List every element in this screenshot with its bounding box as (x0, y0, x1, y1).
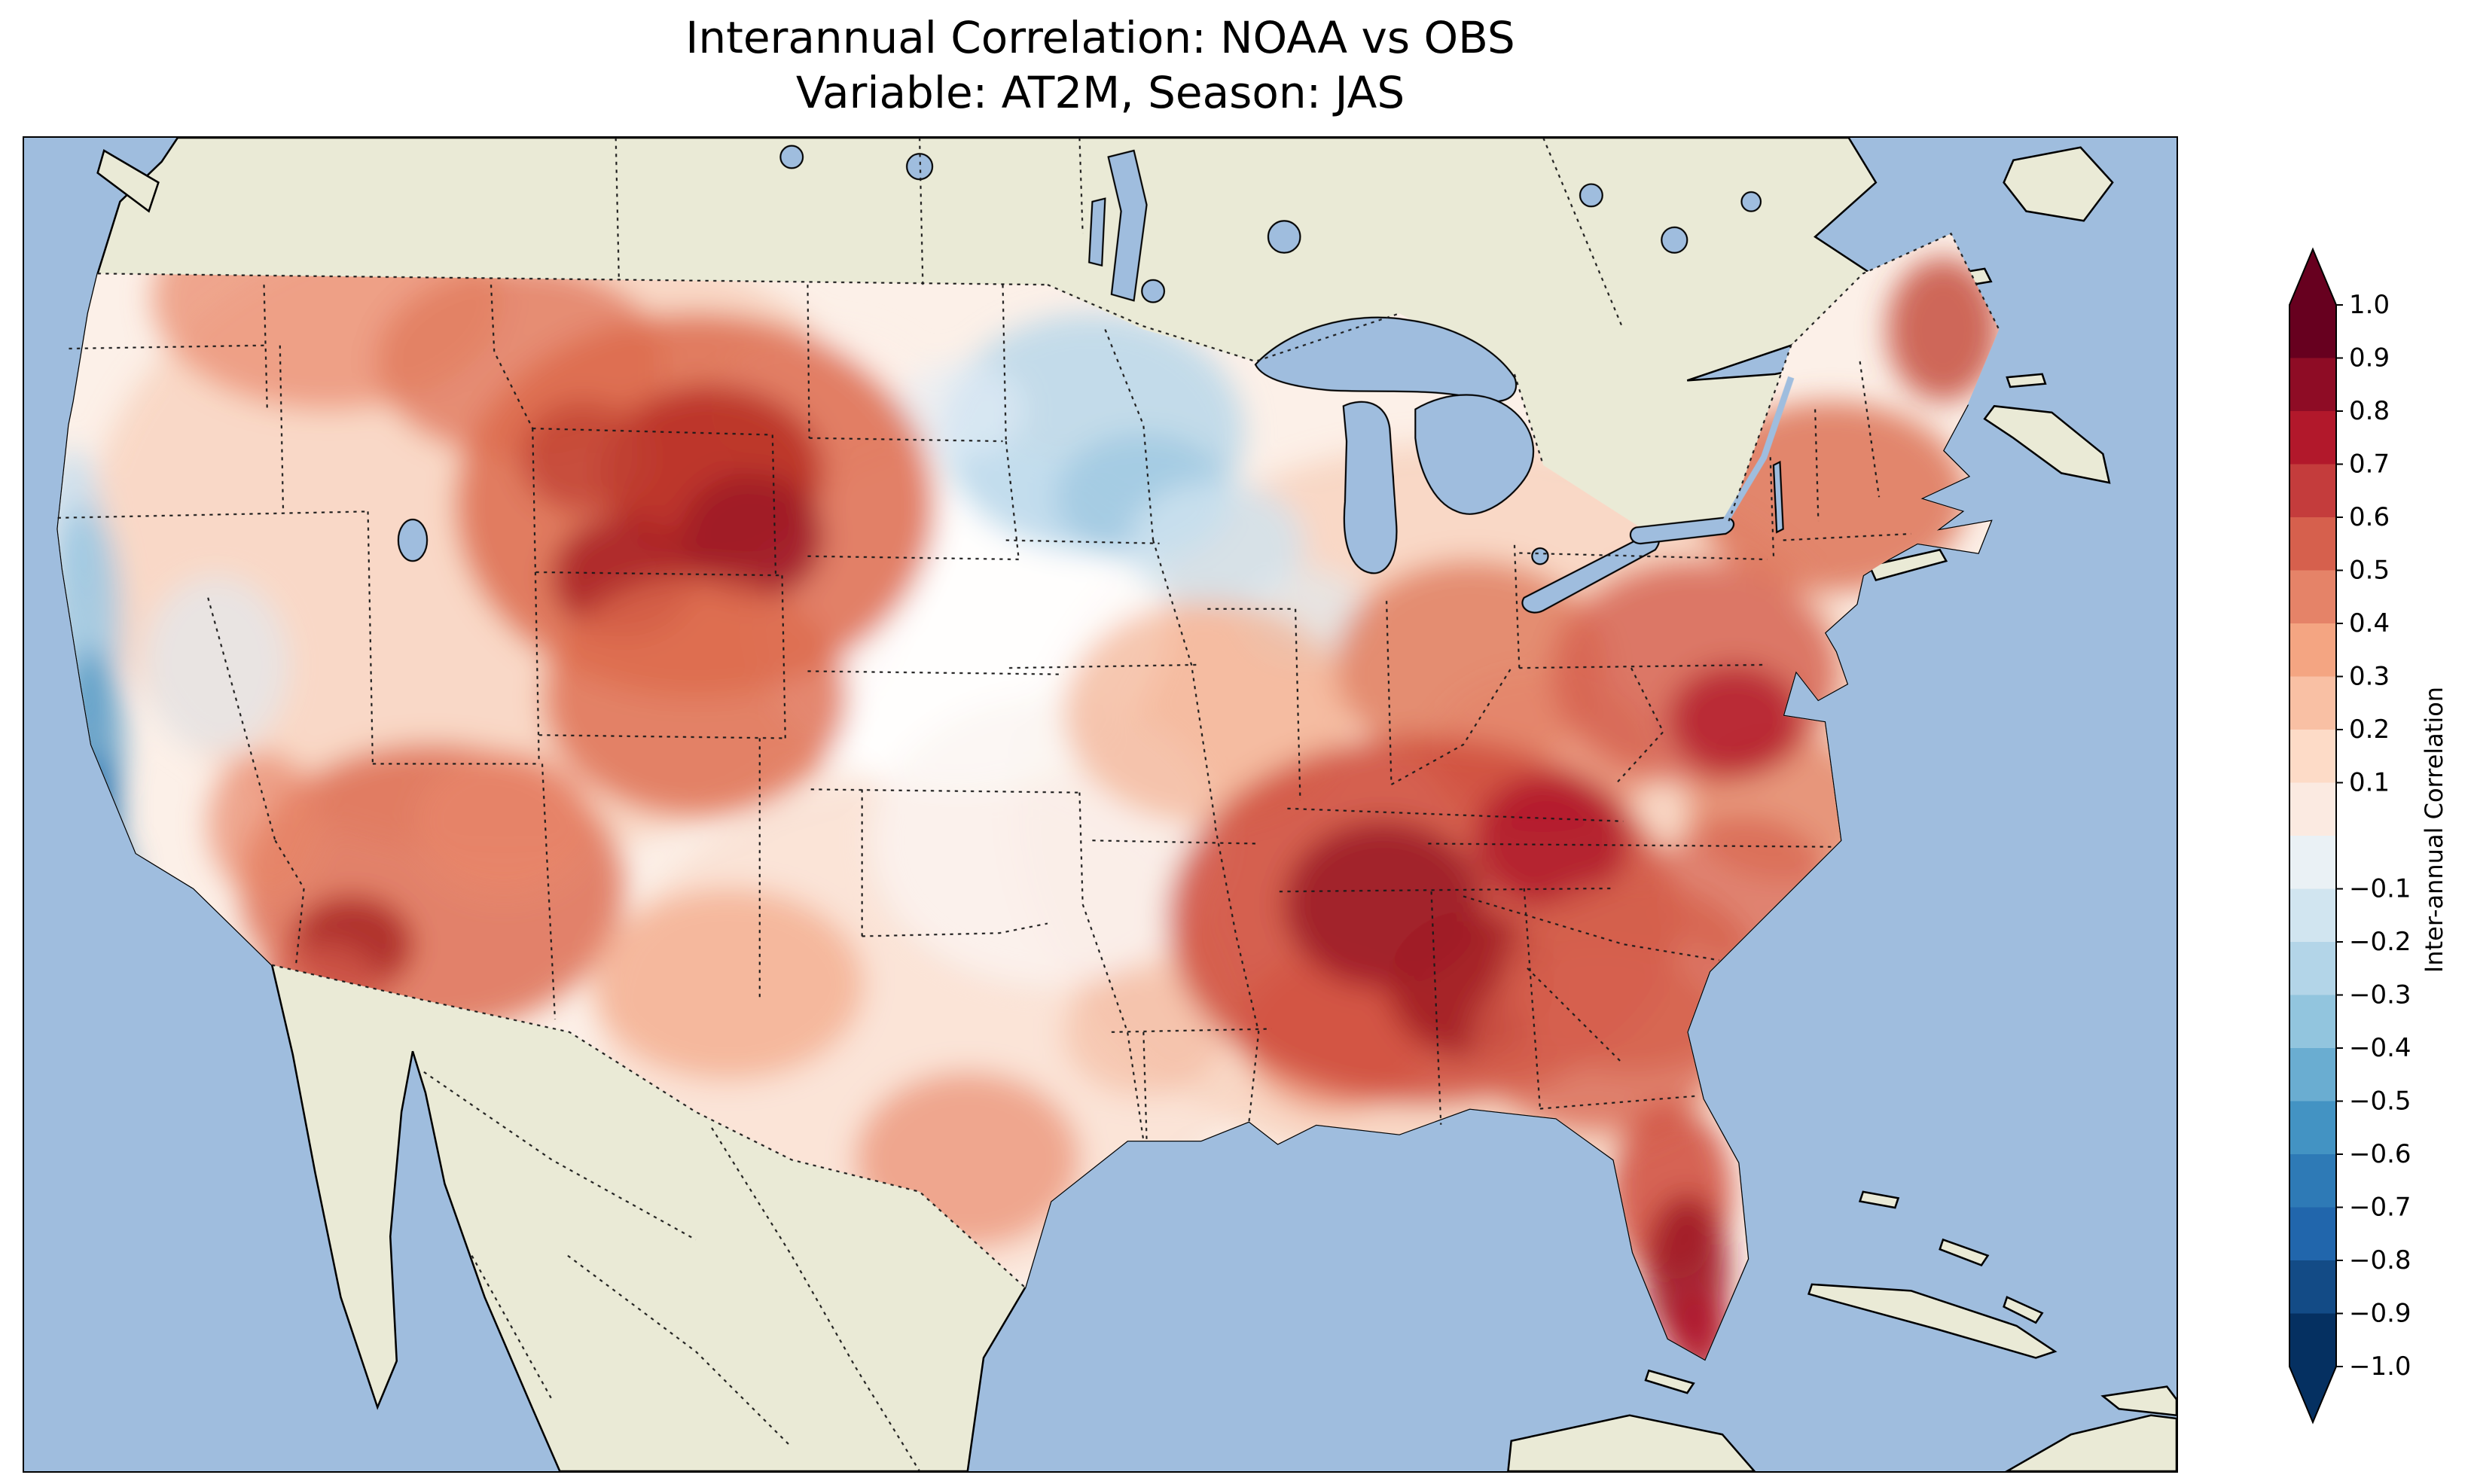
colorbar-segment (2289, 782, 2336, 836)
quebec-lake (1661, 226, 1688, 254)
lake-huron (1414, 394, 1535, 515)
colorbar-tick-label: −0.2 (2349, 927, 2411, 957)
colorbar-tick-label: 0.3 (2349, 662, 2390, 692)
florida-keys (1644, 1369, 1695, 1394)
colorbar-segment (2289, 411, 2336, 465)
yucatan (1507, 1414, 1756, 1471)
colorbar-tick-label: −0.4 (2349, 1033, 2411, 1063)
colorbar-tick-label: 0.4 (2349, 608, 2390, 638)
colorbar-extend-over (2289, 249, 2336, 305)
colorbar-tick-label: 0.6 (2349, 502, 2390, 532)
bahamas-island (1939, 1238, 1990, 1266)
lake-superior (1254, 316, 1518, 403)
nova-scotia (1983, 404, 2111, 484)
canadian-lake (779, 145, 804, 169)
state-borders-midwest (1005, 329, 1393, 1122)
colorbar-tick-label: −1.0 (2349, 1351, 2411, 1382)
colorbar-segment (2289, 570, 2336, 624)
bahamas-island (1858, 1190, 1900, 1209)
colorbar-tick-label: −0.8 (2349, 1245, 2411, 1275)
lake-champlain (1772, 460, 1784, 534)
lake-manitoba (1088, 197, 1106, 267)
figure-title-block: Interannual Correlation: NOAA vs OBS Var… (23, 11, 2178, 120)
colorbar-segment (2289, 1260, 2336, 1315)
colorbar-tick-label: 0.9 (2349, 343, 2390, 373)
state-borders-plains (807, 285, 1148, 1141)
canadian-lake (906, 153, 934, 181)
mexico-state-borders (423, 1071, 920, 1471)
us-inland-water (397, 460, 1784, 562)
canadian-lakes (779, 145, 1762, 303)
colorbar-tick-label: −0.3 (2349, 980, 2411, 1010)
colorbar-segment (2289, 517, 2336, 571)
newfoundland-island (2003, 146, 2114, 222)
us-canada-border (97, 273, 1048, 286)
quebec-lake (1579, 183, 1603, 208)
colorbar-segment (2289, 942, 2336, 996)
colorbar-segment (2289, 1048, 2336, 1102)
colorbar-extend-under (2289, 1367, 2336, 1422)
colorbar-axis-label: Inter-annual Correlation (2420, 686, 2448, 974)
political-borders (57, 138, 2000, 1471)
colorbar-segment (2289, 730, 2336, 784)
st-lawrence-river (1722, 376, 1795, 523)
vancouver-island (96, 149, 160, 213)
bahamas-island (2003, 1296, 2044, 1324)
figure-title: Interannual Correlation: NOAA vs OBS (685, 12, 1515, 63)
cuba (1807, 1283, 2058, 1359)
colorbar: 1.0 0.9 0.8 0.7 0.6 0.5 0.4 0.3 0.2 0.1 −0.1 −0.2 −0… (2289, 247, 2411, 1425)
colorbar-segment (2289, 305, 2336, 359)
colorbar-segment (2289, 1207, 2336, 1261)
colorbar-segment (2289, 358, 2336, 412)
colorbar-tick-label: −0.9 (2349, 1299, 2411, 1329)
colorbar-segment (2289, 676, 2336, 730)
colorbar-segment (2289, 888, 2336, 943)
colorbar-segment (2289, 1313, 2336, 1367)
great-lakes (1254, 316, 1795, 614)
lake-michigan (1342, 401, 1398, 574)
colorbar-segment (2289, 464, 2336, 518)
state-borders-west (57, 285, 786, 1019)
colorbar-tick-label: −0.1 (2349, 874, 2411, 904)
map-axes (23, 136, 2178, 1473)
lake-winnipeg (1107, 149, 1148, 302)
state-borders-northeast (1769, 361, 1911, 556)
lake-nipigon (1267, 220, 1301, 254)
state-borders-east (1279, 544, 1832, 1125)
colorbar-tick-label: −0.7 (2349, 1193, 2411, 1223)
colorbar-tick-label: −0.5 (2349, 1086, 2411, 1117)
colorbar-segment (2289, 836, 2336, 890)
colorbar-tick-label: 0.1 (2349, 768, 2390, 798)
great-salt-lake (397, 518, 429, 562)
colorbar-segment (2289, 995, 2336, 1049)
figure-subtitle: Variable: AT2M, Season: JAS (795, 66, 1405, 118)
colorbar-tick-label: 1.0 (2349, 290, 2390, 320)
colorbar-tick-label: −0.6 (2349, 1139, 2411, 1169)
colorbar-segment (2289, 623, 2336, 678)
lake-of-the-woods (1141, 279, 1165, 303)
quebec-lake (1740, 191, 1762, 212)
colorbar-tick-label: 0.2 (2349, 715, 2390, 745)
colorbar-segment (2289, 1101, 2336, 1155)
colorbar-tick-label: 0.8 (2349, 396, 2390, 426)
lake-st-clair (1531, 547, 1549, 565)
long-island (1868, 548, 1948, 582)
central-america-corner (2005, 1414, 2177, 1471)
colorbar-segment (2289, 1154, 2336, 1208)
map-canvas (24, 138, 2177, 1471)
colorbar-tick-label: 0.7 (2349, 449, 2390, 480)
prince-edward-island (2006, 373, 2047, 389)
hispaniola-edge (2100, 1385, 2177, 1417)
colorbar-tick-label: 0.5 (2349, 556, 2390, 586)
us-canada-border-east (1047, 232, 2000, 522)
canada-province-borders (615, 138, 1624, 330)
